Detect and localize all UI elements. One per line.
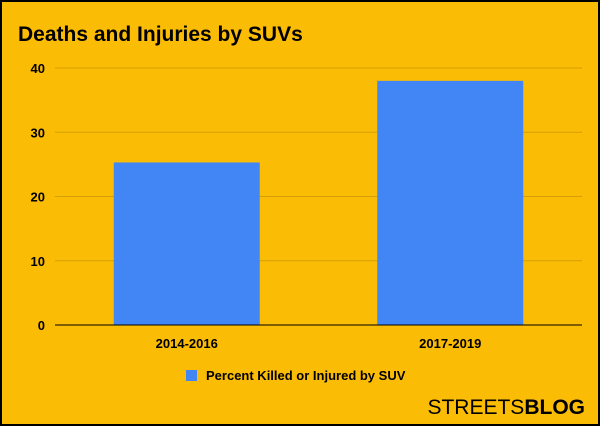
legend-swatch — [186, 370, 197, 381]
legend-label: Percent Killed or Injured by SUV — [206, 368, 406, 383]
x-tick-label: 2017-2019 — [419, 336, 481, 351]
y-axis-ticks: 0 10 20 30 40 — [31, 61, 45, 333]
legend: Percent Killed or Injured by SUV — [186, 368, 406, 383]
logo-streets: STREETS — [427, 396, 524, 419]
x-tick-label: 2014-2016 — [156, 336, 218, 351]
chart-title: Deaths and Injuries by SUVs — [18, 23, 303, 46]
y-tick-label: 20 — [31, 190, 45, 205]
bar-2017-2019 — [377, 80, 524, 325]
bar-2014-2016 — [113, 162, 260, 325]
y-tick-label: 10 — [31, 254, 45, 269]
y-tick-label: 0 — [38, 318, 45, 333]
y-tick-label: 40 — [31, 61, 45, 76]
bars — [113, 80, 524, 325]
x-axis-ticks: 2014-2016 2017-2019 — [156, 336, 482, 351]
y-tick-label: 30 — [31, 125, 45, 140]
logo-blog: BLOG — [524, 396, 585, 419]
streetsblog-logo: STREETSBLOG — [427, 396, 585, 419]
